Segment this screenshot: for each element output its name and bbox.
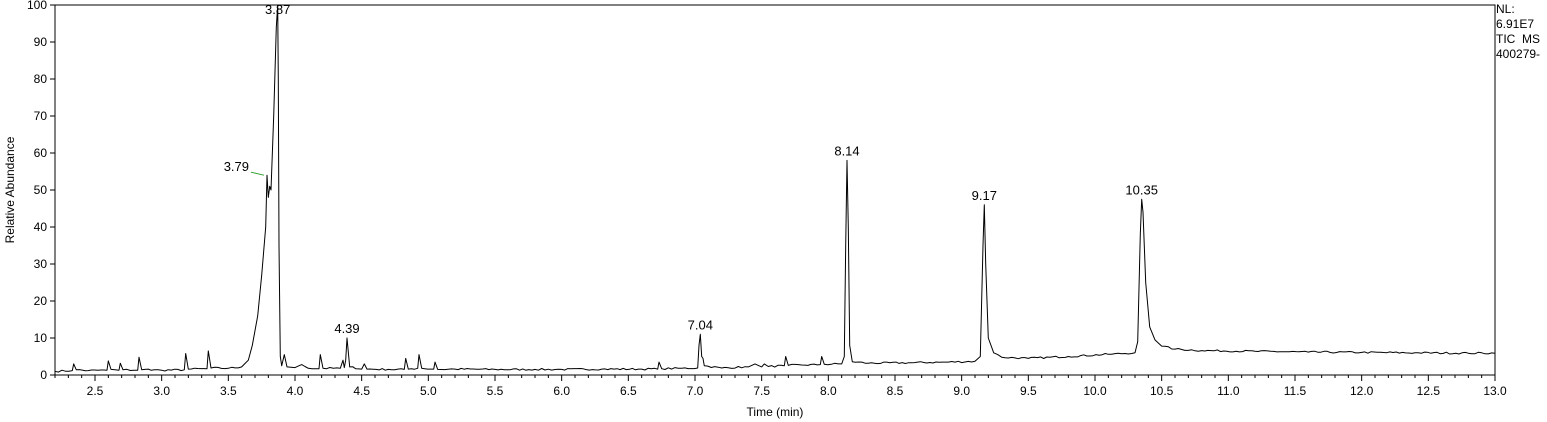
x-tick-label: 10.5 — [1150, 384, 1174, 398]
y-tick-label: 50 — [34, 183, 48, 197]
trace-type: TIC MS — [1496, 32, 1540, 46]
x-tick-label: 5.5 — [487, 384, 504, 398]
y-tick-label: 70 — [34, 109, 48, 123]
peak-label: 8.14 — [834, 143, 859, 158]
y-axis-ticks: 0 10 20 30 40 50 60 70 80 90 100 — [27, 0, 55, 382]
y-tick-label: 30 — [34, 257, 48, 271]
x-tick-label: 8.5 — [887, 384, 904, 398]
peak-label: 3.79 — [224, 159, 249, 174]
sample-id: 400279- — [1496, 47, 1541, 61]
x-tick-label: 6.5 — [620, 384, 637, 398]
x-tick-label: 4.0 — [287, 384, 304, 398]
x-tick-label: 11.0 — [1217, 384, 1240, 398]
x-tick-label: 2.5 — [87, 384, 104, 398]
x-tick-label: 8.0 — [820, 384, 837, 398]
x-axis-ticks: 2.5 3.0 3.5 4.0 4.5 5.0 5.5 6.0 6.5 7.0 7.5 8.0 8.5 9… — [54, 375, 1507, 398]
y-tick-label: 0 — [40, 368, 47, 382]
peak-label: 9.17 — [972, 188, 997, 203]
peak-label: 3.87 — [265, 2, 290, 17]
y-tick-label: 10 — [34, 331, 48, 345]
info-box: NL: 6.91E7 TIC MS 400279- — [1496, 2, 1540, 62]
x-tick-label: 3.0 — [153, 384, 170, 398]
peak-label: 7.04 — [688, 317, 713, 332]
x-tick-label: 9.0 — [953, 384, 970, 398]
y-tick-label: 90 — [34, 35, 48, 49]
y-axis-title: Relative Abundance — [3, 136, 17, 243]
x-tick-label: 12.0 — [1350, 384, 1374, 398]
peak-label: 10.35 — [1125, 182, 1158, 197]
x-tick-label: 4.5 — [353, 384, 370, 398]
y-tick-label: 40 — [34, 220, 48, 234]
x-tick-label: 9.5 — [1020, 384, 1037, 398]
x-tick-label: 5.0 — [420, 384, 437, 398]
x-axis-title: Time (min) — [747, 405, 804, 419]
tic-trace-line — [54, 4, 1496, 373]
x-tick-label: 7.5 — [753, 384, 770, 398]
x-tick-label: 3.5 — [220, 384, 237, 398]
plot-frame — [54, 4, 1496, 376]
peak-label: 4.39 — [334, 321, 359, 336]
x-tick-label: 10.0 — [1083, 384, 1107, 398]
nl-label: NL: — [1496, 2, 1515, 16]
peak-labels: 3.79 3.87 4.39 7.04 8.14 9.17 10.35 — [224, 2, 1158, 336]
x-tick-label: 6.0 — [553, 384, 570, 398]
x-tick-label: 11.5 — [1284, 384, 1307, 398]
y-tick-label: 20 — [34, 294, 48, 308]
y-tick-label: 60 — [34, 146, 48, 160]
x-tick-label: 12.5 — [1417, 384, 1441, 398]
x-tick-label: 13.0 — [1483, 384, 1507, 398]
y-tick-label: 80 — [34, 72, 48, 86]
peak-label-leader-line — [250, 171, 265, 176]
y-tick-label: 100 — [27, 0, 47, 12]
nl-value: 6.91E7 — [1496, 17, 1535, 31]
x-tick-label: 7.0 — [687, 384, 704, 398]
